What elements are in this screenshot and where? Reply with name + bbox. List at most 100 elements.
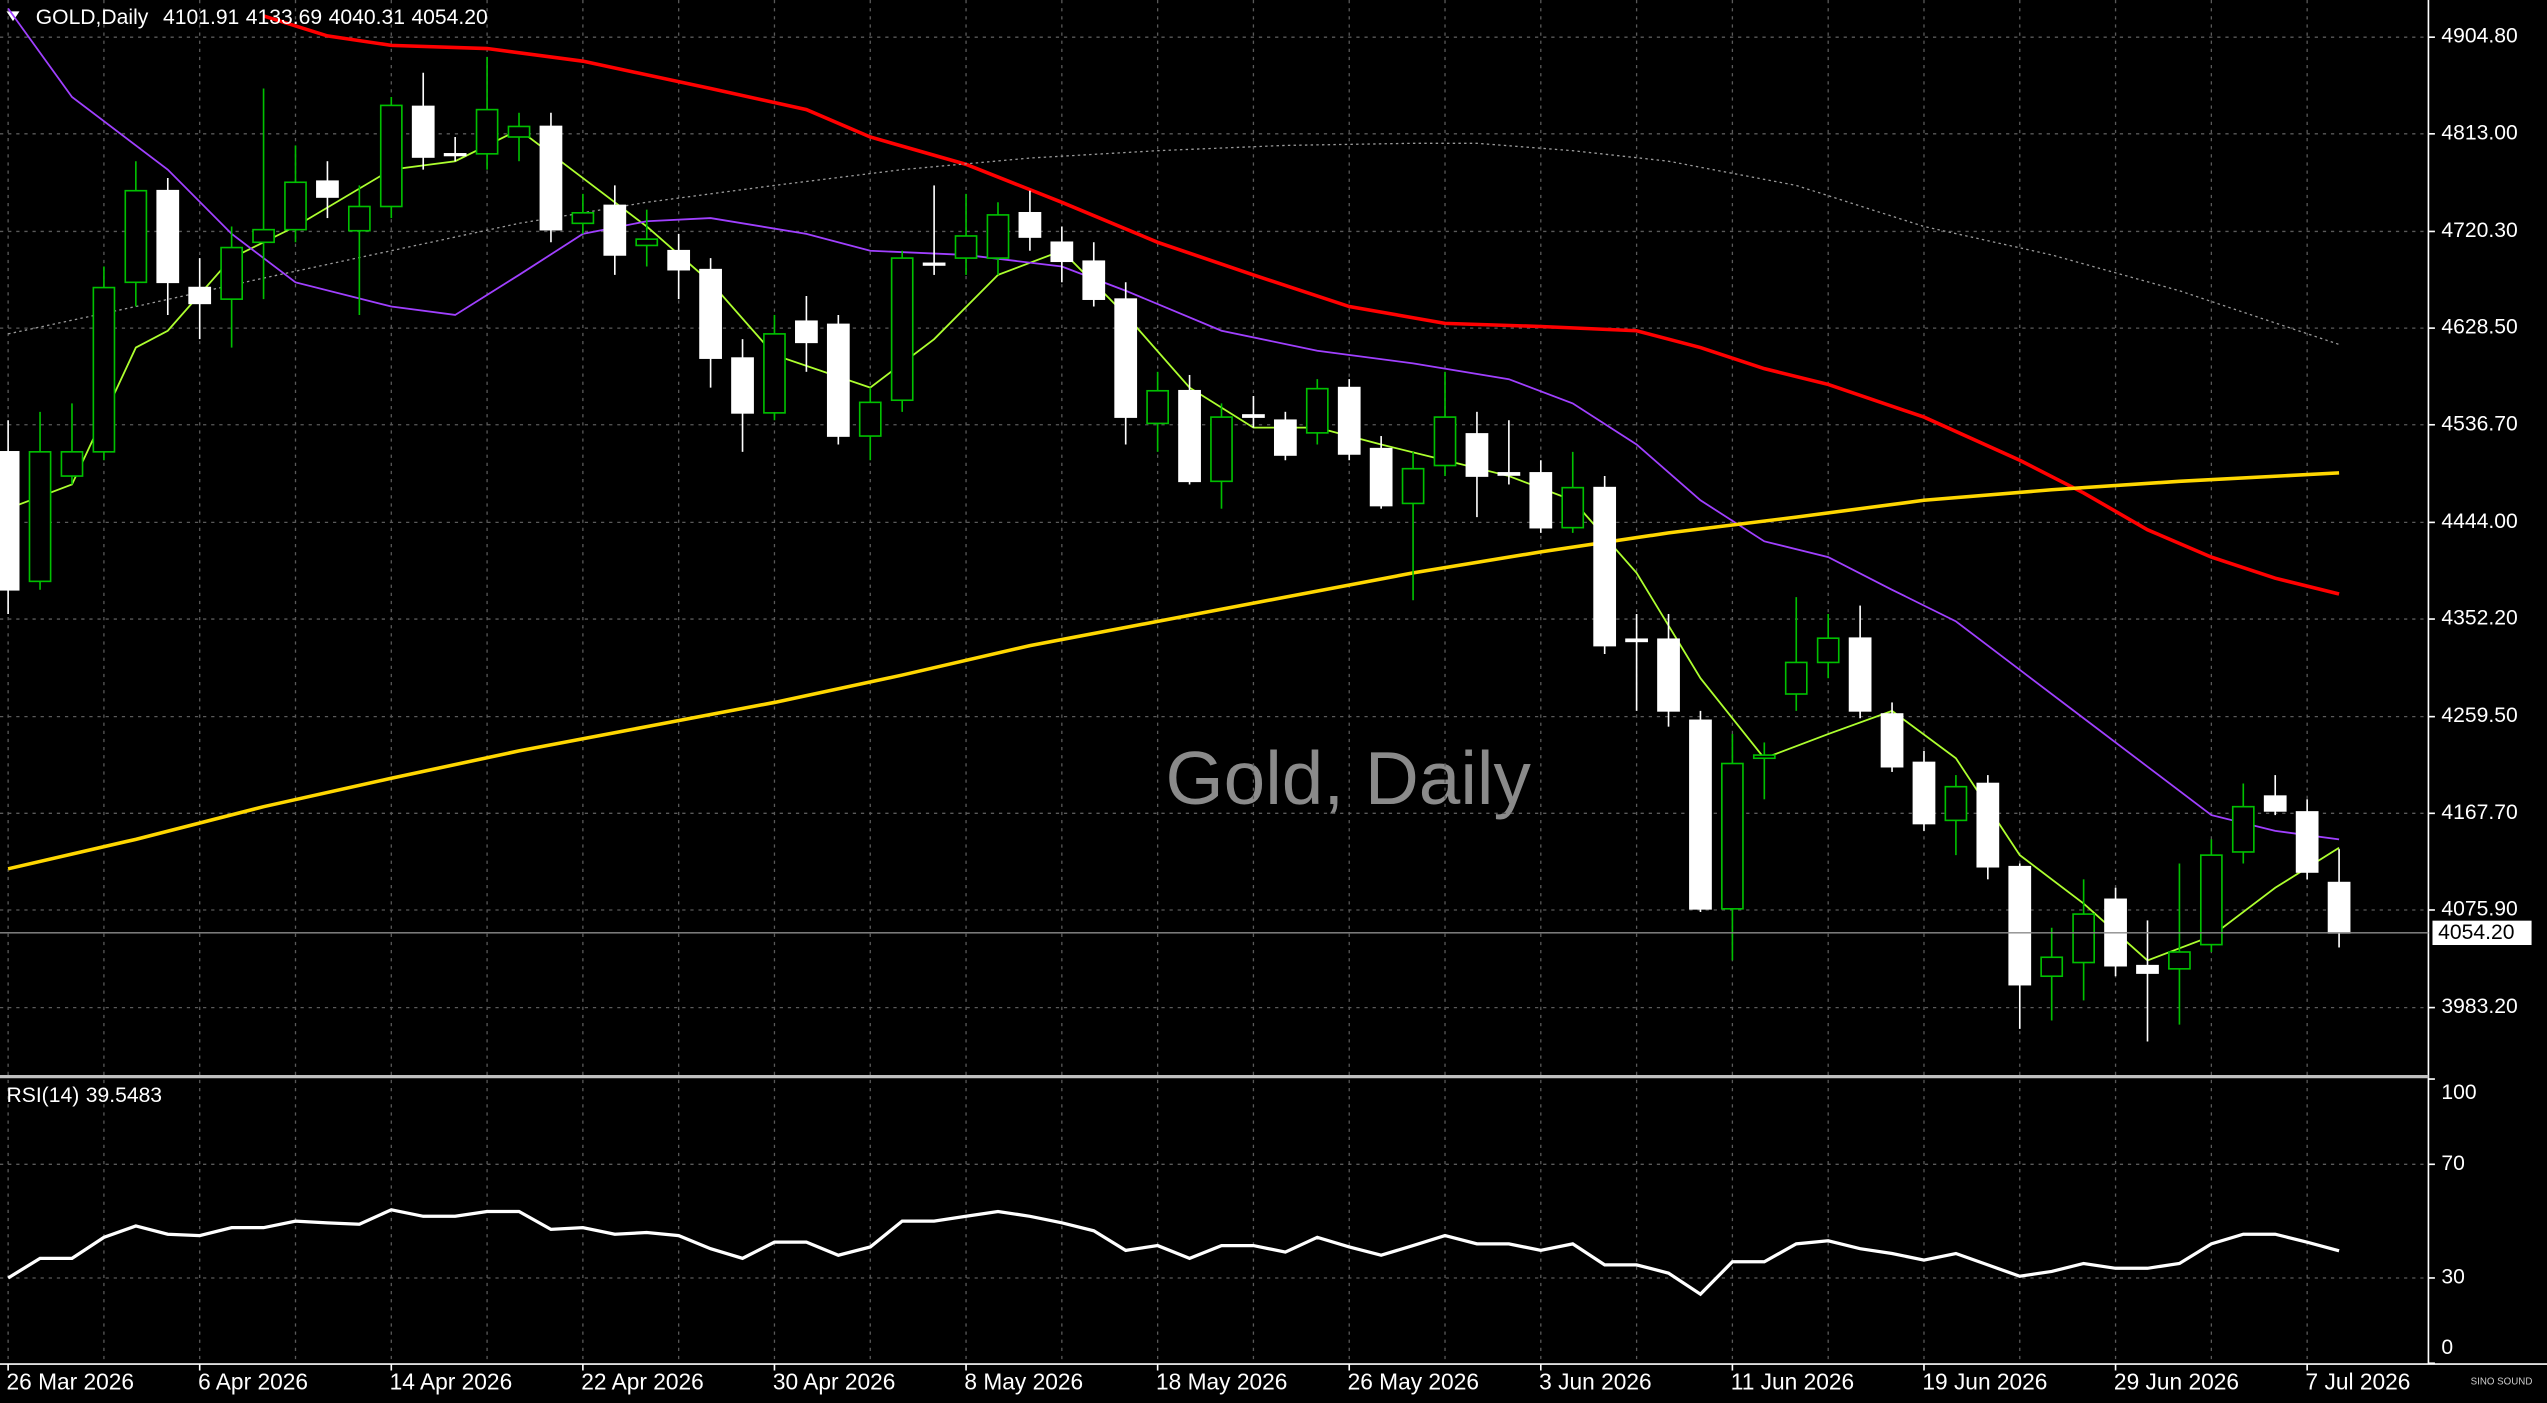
candle-body — [2168, 951, 2191, 970]
x-tick-label: 6 Apr 2026 — [198, 1369, 308, 1395]
candle-body — [1912, 761, 1936, 825]
y-tick-label: 70 — [2441, 1152, 2464, 1175]
candle-body — [2136, 964, 2159, 974]
watermark: Gold, Daily — [1166, 736, 1532, 820]
candle-body — [0, 451, 20, 591]
candle-body — [1976, 782, 2000, 868]
x-tick-label: 26 Mar 2026 — [6, 1369, 134, 1395]
candle-body — [571, 211, 595, 225]
x-tick-label: 11 Jun 2026 — [1731, 1369, 1854, 1395]
candle-body — [2327, 881, 2351, 934]
y-tick-label: 4536.70 — [2441, 412, 2517, 435]
candle-body — [635, 238, 659, 247]
x-tick-label: 19 Jun 2026 — [1922, 1369, 2047, 1395]
candle-body — [2231, 805, 2255, 853]
price-tag — [2430, 919, 2534, 947]
candle-body — [316, 180, 339, 198]
y-tick-label: 4904.80 — [2441, 25, 2517, 48]
indicator-label: RSI(14) 39.5483 — [6, 1084, 162, 1107]
candle-body — [156, 189, 180, 284]
candle-body — [284, 181, 307, 231]
indicator-line — [7, 1208, 2340, 1297]
y-tick-label: 4352.20 — [2441, 607, 2517, 630]
indicator-name: RSI(14) — [6, 1084, 79, 1107]
candle-body — [1050, 241, 1074, 263]
candle-body — [220, 246, 244, 300]
candle-body — [2072, 913, 2096, 964]
logo: SINO SOUND — [2471, 1376, 2533, 1387]
candle-body — [1784, 661, 1808, 695]
y-tick-label: 3983.20 — [2441, 995, 2517, 1018]
candle-body — [699, 268, 722, 359]
candle-body — [507, 125, 531, 138]
chart-header: GOLD,Daily 4101.91 4133.69 4040.31 4054.20 — [36, 5, 488, 28]
candle-body — [1721, 762, 1744, 910]
candle-body — [1018, 211, 1042, 238]
candle-body — [603, 204, 627, 256]
candle-body — [1433, 416, 1457, 467]
candle-body — [2040, 956, 2064, 978]
candle-body — [1210, 416, 1233, 483]
candle-body — [411, 105, 435, 158]
candle-body — [1273, 419, 1297, 456]
candle-body — [1305, 387, 1329, 434]
candle-body — [1146, 389, 1170, 425]
candle-body — [1944, 785, 1968, 822]
candle-body — [1529, 472, 1553, 529]
x-tick-label: 26 May 2026 — [1348, 1369, 1479, 1395]
y-tick-label: 4720.30 — [2441, 219, 2517, 242]
ohlc-value: 4133.69 — [246, 5, 322, 28]
candle-body — [347, 205, 371, 232]
candle-body — [1848, 637, 1872, 712]
moving-average — [7, 471, 2340, 871]
candle-body — [1369, 447, 1393, 507]
candle-body — [1880, 713, 1904, 768]
candle-body — [1752, 754, 1776, 760]
y-tick-label: 4259.50 — [2441, 704, 2517, 727]
y-tick-label: 4444.00 — [2441, 510, 2517, 533]
y-tick-label: 4075.90 — [2441, 898, 2517, 921]
candle-body — [2263, 795, 2287, 812]
candle-body — [379, 104, 403, 208]
ohlc-value: 4054.20 — [411, 5, 487, 28]
y-tick-label: 100 — [2441, 1081, 2476, 1104]
price-tag-label: 4054.20 — [2438, 921, 2514, 944]
candle-body — [1337, 386, 1361, 455]
x-tick-label: 14 Apr 2026 — [390, 1369, 513, 1395]
symbol: GOLD,Daily — [36, 5, 149, 28]
x-tick-label: 30 Apr 2026 — [773, 1369, 896, 1395]
candle-body — [1657, 638, 1680, 712]
candle-body — [922, 262, 946, 266]
candle-body — [954, 235, 978, 259]
candle-body — [443, 153, 467, 157]
candle-body — [475, 108, 499, 155]
candle-body — [60, 451, 84, 477]
candle-body — [1593, 486, 1617, 647]
x-tick-label: 7 Jul 2026 — [2306, 1369, 2411, 1395]
candle-body — [986, 214, 1010, 259]
candle-body — [1401, 467, 1425, 505]
candle-body — [539, 125, 563, 231]
x-tick-label: 3 Jun 2026 — [1539, 1369, 1651, 1395]
candle-body — [28, 451, 52, 583]
x-tick-label: 8 May 2026 — [964, 1369, 1083, 1395]
candle-body — [1625, 638, 1648, 643]
candle-body — [858, 401, 882, 437]
candle-body — [1178, 389, 1201, 483]
y-tick-label: 4167.70 — [2441, 801, 2517, 824]
candle-body — [667, 249, 691, 271]
ohlc-value: 4101.91 — [163, 5, 239, 28]
candle-body — [1689, 719, 1712, 910]
candle-body — [1242, 414, 1265, 418]
candle-body — [92, 286, 116, 453]
candle-body — [1497, 472, 1521, 476]
moving-average — [7, 142, 2340, 346]
candle-body — [2295, 811, 2319, 873]
candle-body — [2199, 854, 2223, 946]
candle-body — [252, 228, 275, 244]
moving-average — [7, 8, 2340, 841]
y-tick-label: 4813.00 — [2441, 121, 2517, 144]
candle-body — [1561, 486, 1585, 529]
